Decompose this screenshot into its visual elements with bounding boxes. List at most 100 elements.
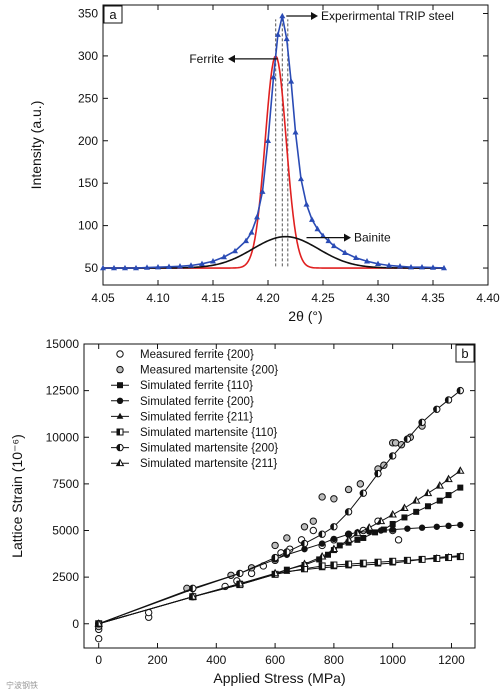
legend-marker <box>116 412 124 419</box>
data-point <box>270 73 277 80</box>
data-point <box>418 524 426 531</box>
data-point <box>380 461 388 469</box>
x-tick-label: 1200 <box>438 653 465 667</box>
data-point <box>166 263 172 269</box>
y-tick-label: 300 <box>78 49 98 63</box>
legend-marker <box>117 382 123 389</box>
data-point-fill <box>374 470 378 477</box>
data-point <box>298 175 304 182</box>
y-tick-label: 250 <box>78 91 98 105</box>
y-tick-label: 100 <box>78 219 98 233</box>
legend-label: Simulated ferrite {211} <box>140 411 253 423</box>
annotation-bainite: Bainite <box>354 231 391 245</box>
data-point <box>309 216 315 222</box>
data-point <box>433 523 440 530</box>
data-point <box>318 493 326 501</box>
x-tick-label: 600 <box>265 653 285 667</box>
panel-label: a <box>109 7 117 22</box>
data-point-fill <box>330 562 334 569</box>
panel-label-box <box>455 344 475 363</box>
data-point <box>303 201 310 207</box>
data-point <box>122 264 128 271</box>
data-point-fill <box>404 435 408 443</box>
data-point <box>375 260 381 266</box>
data-point <box>254 213 260 220</box>
y-axis-label: Lattice Strain (10⁻⁶) <box>9 434 25 558</box>
y-tick-label: 50 <box>85 261 99 275</box>
x-tick-label: 4.40 <box>476 291 500 305</box>
data-point <box>445 522 452 530</box>
x-axis-label: 2θ (°) <box>288 308 322 324</box>
x-tick-label: 800 <box>324 653 344 667</box>
data-point <box>408 263 414 270</box>
data-point-fill <box>301 565 305 572</box>
data-point <box>133 264 139 271</box>
data-point-fill <box>401 504 405 511</box>
data-point-fill <box>301 540 305 547</box>
data-point-fill <box>418 419 423 426</box>
y-tick-label: 2500 <box>52 570 79 584</box>
legend-marker <box>116 397 124 404</box>
data-point <box>271 541 279 550</box>
data-point <box>353 254 359 261</box>
data-point <box>292 129 299 135</box>
data-point <box>221 253 227 260</box>
x-tick-label: 200 <box>147 653 167 667</box>
data-point <box>364 258 370 264</box>
data-point-fill <box>345 561 349 568</box>
panel-a-frame <box>102 4 489 286</box>
data-point <box>283 35 290 42</box>
annotation-ferrite: Ferrite <box>189 52 224 66</box>
y-tick-label: 15000 <box>46 337 80 351</box>
legend-marker <box>116 365 124 374</box>
y-tick-label: 0 <box>72 617 79 631</box>
data-point <box>394 536 403 544</box>
data-point-fill <box>345 508 349 516</box>
x-tick-label: 4.30 <box>366 291 390 305</box>
data-point <box>413 508 420 515</box>
data-point <box>301 545 308 553</box>
data-point-fill <box>377 517 381 524</box>
data-point-fill <box>318 531 323 538</box>
data-point <box>404 525 411 532</box>
data-point-fill <box>365 524 370 531</box>
data-point-fill <box>330 545 334 552</box>
y-axis-label: Intensity (a.u.) <box>28 101 44 190</box>
data-point <box>389 520 396 527</box>
data-point <box>325 237 332 244</box>
data-point <box>274 31 281 37</box>
data-point <box>436 497 443 504</box>
data-point-fill <box>189 585 193 592</box>
data-point <box>283 534 291 542</box>
data-point <box>259 188 266 194</box>
data-point <box>188 262 194 268</box>
x-tick-label: 4.05 <box>91 291 115 305</box>
data-point <box>288 78 295 84</box>
data-point <box>342 249 348 255</box>
data-point <box>309 517 318 525</box>
data-point <box>377 527 385 534</box>
data-point <box>320 232 326 238</box>
data-point <box>389 526 396 533</box>
data-point <box>344 485 353 494</box>
data-point-fill <box>433 555 437 562</box>
data-point <box>360 534 367 541</box>
data-point-fill <box>360 560 364 567</box>
data-point <box>354 536 361 543</box>
x-tick-label: 4.15 <box>201 291 225 305</box>
panel-b-frame <box>83 343 476 649</box>
data-point <box>445 492 452 499</box>
data-point <box>265 137 271 143</box>
data-point <box>457 484 464 491</box>
data-point-fill <box>436 482 440 489</box>
y-tick-label: 5000 <box>52 524 79 538</box>
data-point <box>155 263 161 270</box>
data-point <box>397 263 403 269</box>
data-point <box>397 441 406 449</box>
series-line <box>98 556 461 625</box>
data-point <box>314 225 321 232</box>
data-point <box>111 264 117 271</box>
data-point-fill <box>374 559 378 566</box>
series-line <box>98 524 461 625</box>
